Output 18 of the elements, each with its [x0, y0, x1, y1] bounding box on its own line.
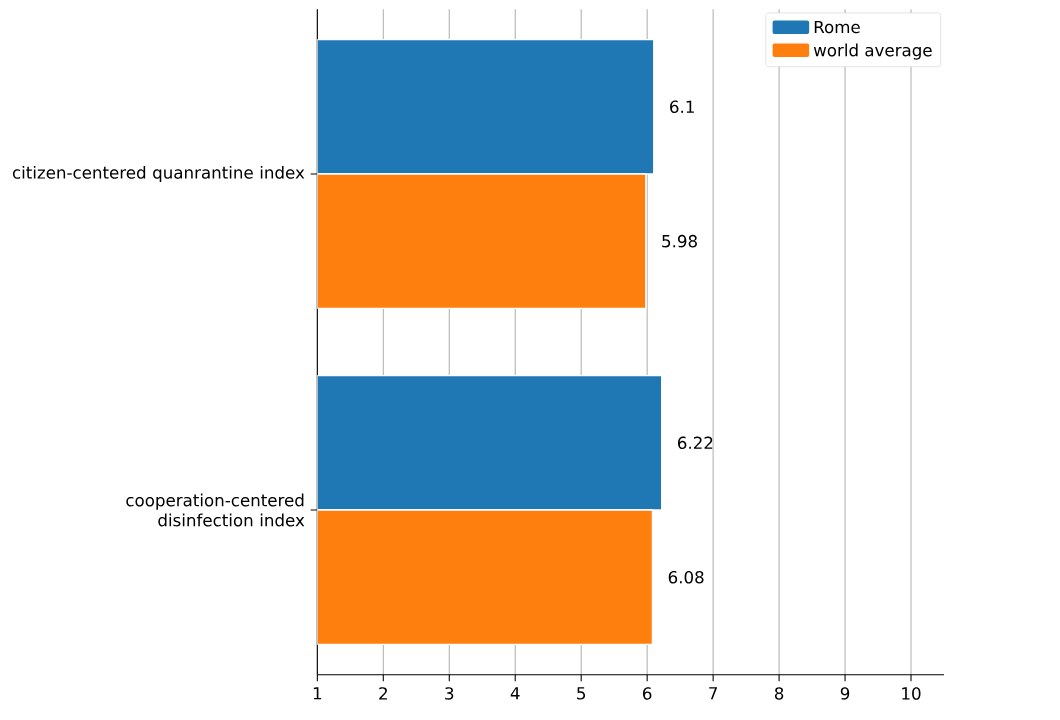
x-tick-label: 6 — [643, 687, 652, 700]
x-tick-label: 9 — [840, 687, 850, 700]
x-tick-label: 2 — [379, 687, 387, 700]
y-tick-label: cooperation-centered disinfection index — [126, 493, 305, 527]
x-tick-label: 4 — [510, 687, 520, 700]
legend-label: Rome — [814, 20, 860, 34]
data-label: 6.1 — [670, 100, 694, 114]
x-tick-label: 8 — [774, 687, 784, 700]
data-label: 6.08 — [668, 570, 704, 584]
data-label: 6.22 — [678, 436, 713, 450]
x-tick-label: 7 — [709, 687, 717, 700]
legend-label: world average — [813, 43, 932, 60]
x-tick-label: 5 — [577, 687, 586, 700]
data-label: 5.98 — [662, 234, 697, 248]
x-tick-label: 1 — [313, 687, 322, 700]
y-tick-label: citizen-centered quanrantine index — [12, 165, 305, 183]
x-tick-label: 10 — [902, 687, 921, 700]
x-tick-label: 3 — [445, 687, 454, 700]
